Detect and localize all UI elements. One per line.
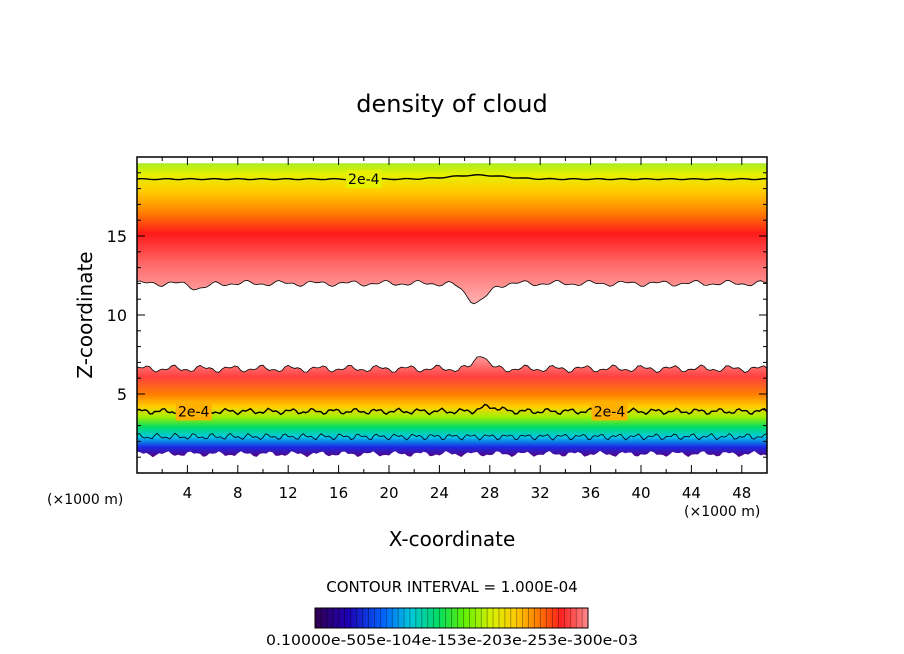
x-tick-label: 8 (233, 484, 243, 502)
x-tick-label: 24 (430, 484, 449, 502)
x-unit-right: (×1000 m) (684, 504, 760, 520)
contour-label-bg (175, 402, 212, 421)
x-tick-label: 44 (682, 484, 701, 502)
y-axis-label: Z-coordinate (73, 251, 97, 378)
x-tick-label: 32 (531, 484, 550, 502)
contour-label: 2e-4 (594, 404, 626, 420)
y-axis-ticks: 5 10 15 (107, 172, 767, 458)
contour-line-lower-top (137, 356, 767, 374)
x-tick-label: 20 (379, 484, 398, 502)
contour-labels: 2e-4 2e-4 2e-4 (175, 170, 628, 421)
x-axis-label: X-coordinate (389, 527, 516, 551)
contour-line-upper-base (137, 279, 767, 305)
contour-label-bg (591, 402, 628, 421)
x-unit-left: (×1000 m) (47, 492, 123, 508)
x-tick-label: 12 (279, 484, 298, 502)
upper-cloud-layer (137, 163, 767, 304)
contour-label: 2e-4 (348, 172, 380, 188)
contour-label-bg (345, 170, 382, 189)
contour-interval-text: CONTOUR INTERVAL = 1.000E-04 (326, 578, 577, 596)
x-tick-label: 48 (732, 484, 751, 502)
contour-line-lower-thin (137, 432, 767, 441)
x-tick-label: 28 (480, 484, 499, 502)
colorbar-labels: 0.10000e-505e-104e-153e-203e-253e-300e-0… (266, 633, 638, 649)
x-tick-label: 40 (631, 484, 650, 502)
chart-title: density of cloud (356, 90, 547, 118)
contour-label: 2e-4 (178, 404, 210, 420)
contour-line-lower (137, 403, 767, 416)
y-tick-label: 5 (117, 385, 127, 404)
x-axis-ticks: 4 8 12 16 20 24 28 32 36 40 44 48 (161, 157, 751, 502)
x-tick-label: 36 (581, 484, 600, 502)
y-tick-label: 10 (107, 306, 127, 325)
lower-cloud-layer (137, 356, 767, 458)
x-tick-label: 16 (329, 484, 348, 502)
contour-line-upper (137, 173, 767, 181)
x-tick-label: 4 (183, 484, 193, 502)
y-tick-label: 15 (107, 227, 127, 246)
colorbar-stripes (320, 608, 583, 628)
